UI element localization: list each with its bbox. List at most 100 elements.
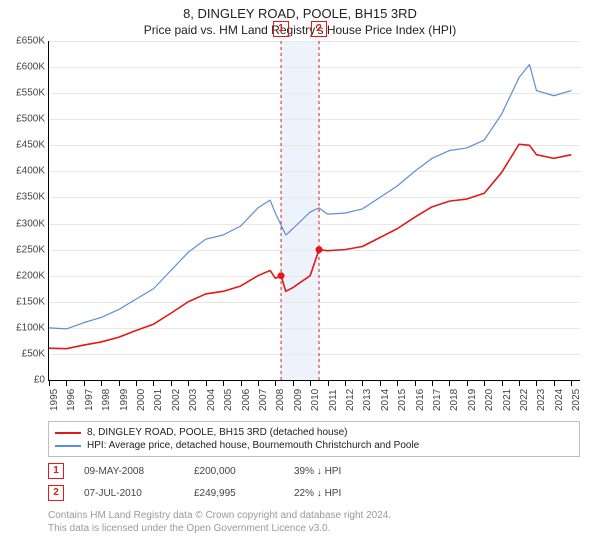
x-axis-label: 2000 — [136, 389, 147, 411]
chart-svg — [49, 41, 580, 380]
x-axis-label: 2011 — [328, 389, 339, 411]
x-axis-label: 2013 — [362, 389, 373, 411]
page-subtitle: Price paid vs. HM Land Registry's House … — [0, 21, 600, 41]
x-tick — [119, 381, 120, 386]
y-axis-label: £100K — [1, 322, 45, 333]
x-axis-label: 2023 — [536, 389, 547, 411]
x-tick — [449, 381, 450, 386]
x-axis-label: 2016 — [415, 389, 426, 411]
transaction-row: 2 07-JUL-2010 £249,995 22% ↓ HPI — [48, 485, 580, 501]
x-tick — [188, 381, 189, 386]
chart-container: 8, DINGLEY ROAD, POOLE, BH15 3RD Price p… — [0, 0, 600, 560]
x-axis-label: 2025 — [571, 389, 582, 411]
x-tick — [136, 381, 137, 386]
x-tick — [536, 381, 537, 386]
x-axis-label: 2002 — [171, 389, 182, 411]
y-axis-label: £450K — [1, 140, 45, 151]
x-axis-label: 2006 — [241, 389, 252, 411]
transaction-marker-box: 2 — [48, 485, 64, 501]
license-line-2: This data is licensed under the Open Gov… — [48, 522, 580, 535]
x-axis-label: 1999 — [119, 389, 130, 411]
x-tick — [101, 381, 102, 386]
legend-box: 8, DINGLEY ROAD, POOLE, BH15 3RD (detach… — [48, 421, 580, 457]
x-axis-label: 1996 — [66, 389, 77, 411]
x-tick — [206, 381, 207, 386]
y-axis-label: £650K — [1, 36, 45, 47]
x-axis-label: 2009 — [293, 389, 304, 411]
x-tick — [328, 381, 329, 386]
transaction-delta: 39% ↓ HPI — [294, 466, 374, 477]
x-axis-label: 2004 — [206, 389, 217, 411]
x-tick — [380, 381, 381, 386]
x-axis-label: 2022 — [519, 389, 530, 411]
y-axis-label: £500K — [1, 114, 45, 125]
x-axis-label: 2008 — [275, 389, 286, 411]
below-chart: 8, DINGLEY ROAD, POOLE, BH15 3RD (detach… — [48, 421, 580, 535]
x-tick — [293, 381, 294, 386]
sale-point — [278, 272, 285, 279]
x-axis-label: 2003 — [188, 389, 199, 411]
legend-swatch — [55, 445, 81, 447]
sale-marker-box: 1 — [273, 21, 289, 37]
x-axis-label: 2012 — [345, 389, 356, 411]
x-tick — [241, 381, 242, 386]
x-axis-label: 2014 — [380, 389, 391, 411]
x-tick — [275, 381, 276, 386]
x-tick — [467, 381, 468, 386]
y-axis-label: £350K — [1, 192, 45, 203]
x-tick — [397, 381, 398, 386]
x-axis-label: 2007 — [258, 389, 269, 411]
x-tick — [223, 381, 224, 386]
sale-marker-box: 2 — [311, 21, 327, 37]
x-axis-label: 2015 — [397, 389, 408, 411]
y-axis-label: £0 — [1, 375, 45, 386]
legend-row: 8, DINGLEY ROAD, POOLE, BH15 3RD (detach… — [55, 426, 573, 439]
legend-label: HPI: Average price, detached house, Bour… — [87, 440, 419, 451]
x-tick — [519, 381, 520, 386]
x-tick — [84, 381, 85, 386]
y-axis-label: £300K — [1, 218, 45, 229]
transaction-row: 1 09-MAY-2008 £200,000 39% ↓ HPI — [48, 463, 580, 479]
x-axis-label: 2005 — [223, 389, 234, 411]
transaction-price: £200,000 — [194, 466, 274, 477]
y-axis-label: £250K — [1, 244, 45, 255]
license-line-1: Contains HM Land Registry data © Crown c… — [48, 509, 580, 522]
x-axis-label: 1995 — [49, 389, 60, 411]
y-axis-label: £600K — [1, 62, 45, 73]
transactions-list: 1 09-MAY-2008 £200,000 39% ↓ HPI 2 07-JUL-201… — [48, 463, 580, 501]
series-hpi — [49, 64, 571, 328]
legend-label: 8, DINGLEY ROAD, POOLE, BH15 3RD (detach… — [87, 427, 348, 438]
x-axis-label: 2020 — [484, 389, 495, 411]
x-axis-label: 2001 — [153, 389, 164, 411]
x-axis-label: 2019 — [467, 389, 478, 411]
y-axis-label: £50K — [1, 348, 45, 359]
page-title: 8, DINGLEY ROAD, POOLE, BH15 3RD — [0, 0, 600, 21]
y-axis-label: £150K — [1, 296, 45, 307]
y-axis-label: £550K — [1, 88, 45, 99]
x-tick — [345, 381, 346, 386]
x-tick — [49, 381, 50, 386]
x-axis-label: 1998 — [101, 389, 112, 411]
transaction-price: £249,995 — [194, 488, 274, 499]
x-tick — [432, 381, 433, 386]
x-axis-label: 2024 — [554, 389, 565, 411]
transaction-delta: 22% ↓ HPI — [294, 488, 374, 499]
x-tick — [554, 381, 555, 386]
transaction-date: 07-JUL-2010 — [84, 488, 174, 499]
transaction-marker-box: 1 — [48, 463, 64, 479]
x-tick — [415, 381, 416, 386]
x-tick — [66, 381, 67, 386]
y-axis-label: £400K — [1, 166, 45, 177]
x-tick — [153, 381, 154, 386]
license-text: Contains HM Land Registry data © Crown c… — [48, 509, 580, 535]
plot-region: £0£50K£100K£150K£200K£250K£300K£350K£400… — [48, 41, 580, 381]
x-axis-label: 1997 — [84, 389, 95, 411]
x-axis-label: 2021 — [502, 389, 513, 411]
transaction-date: 09-MAY-2008 — [84, 466, 174, 477]
chart-area: £0£50K£100K£150K£200K£250K£300K£350K£400… — [48, 41, 580, 381]
x-tick — [502, 381, 503, 386]
x-axis-label: 2018 — [449, 389, 460, 411]
series-price_paid — [49, 144, 571, 348]
x-tick — [362, 381, 363, 386]
x-tick — [310, 381, 311, 386]
